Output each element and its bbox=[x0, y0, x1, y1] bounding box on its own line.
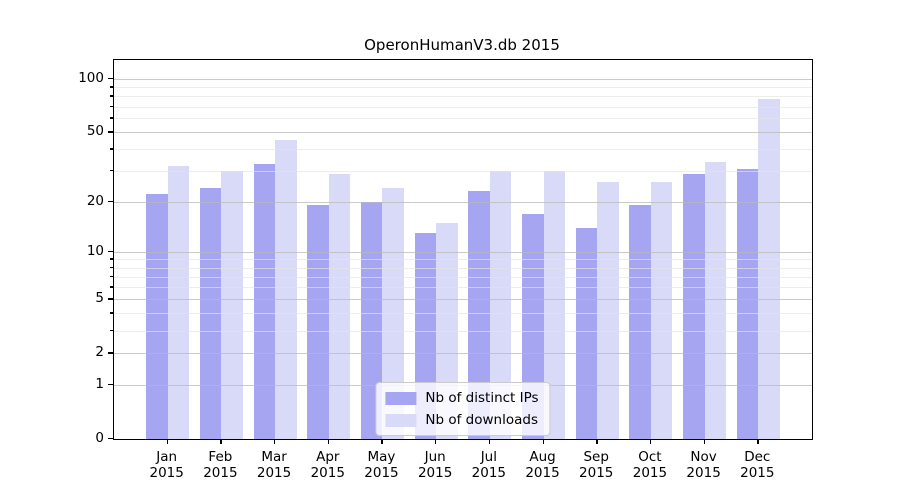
bar-oct-downloads bbox=[650, 181, 673, 439]
gridline-y-80 bbox=[114, 96, 812, 98]
y-axis-label-50: 50 bbox=[86, 123, 104, 140]
x-axis-label-jul: Jul 2015 bbox=[471, 449, 507, 481]
y-minor-tick-8 bbox=[110, 266, 113, 268]
gridline-y-70 bbox=[114, 106, 812, 108]
x-tick-feb bbox=[220, 439, 222, 444]
y-tick-20 bbox=[108, 200, 113, 202]
x-tick-dec bbox=[757, 439, 759, 444]
y-minor-tick-60 bbox=[110, 117, 113, 119]
y-axis-label-2: 2 bbox=[95, 344, 104, 361]
y-axis-label-10: 10 bbox=[86, 242, 104, 259]
x-axis-label-mar: Mar 2015 bbox=[256, 449, 292, 481]
bar-jan-downloads bbox=[167, 166, 190, 439]
legend: Nb of distinct IPs Nb of downloads bbox=[375, 382, 551, 436]
gridline-y-90 bbox=[114, 87, 812, 89]
bar-dec-distinct-ips bbox=[736, 168, 759, 439]
y-axis-label-20: 20 bbox=[86, 192, 104, 209]
bar-apr-downloads bbox=[328, 173, 351, 439]
y-minor-tick-3 bbox=[110, 329, 113, 332]
x-tick-mar bbox=[274, 439, 276, 444]
y-tick-2 bbox=[108, 352, 113, 354]
x-tick-aug bbox=[542, 439, 544, 444]
bar-mar-distinct-ips bbox=[253, 164, 276, 439]
x-tick-nov bbox=[703, 439, 705, 444]
bar-sep-downloads bbox=[597, 181, 619, 439]
gridline-y-5 bbox=[114, 299, 812, 301]
x-axis-label-jan: Jan 2015 bbox=[149, 449, 184, 481]
gridline-y-2 bbox=[114, 353, 812, 355]
legend-swatch-downloads bbox=[385, 413, 417, 427]
y-minor-tick-40 bbox=[110, 148, 113, 150]
x-tick-jun bbox=[435, 439, 437, 444]
y-minor-tick-4 bbox=[110, 312, 113, 314]
plot-area: Nb of distinct IPs Nb of downloads bbox=[113, 59, 813, 440]
bar-jul-downloads bbox=[489, 171, 512, 439]
legend-label-downloads: Nb of downloads bbox=[425, 412, 538, 428]
x-tick-may bbox=[381, 439, 383, 444]
y-axis-label-0: 0 bbox=[95, 430, 104, 446]
bar-nov-downloads bbox=[704, 161, 727, 439]
y-axis-label-100: 100 bbox=[78, 70, 104, 87]
x-axis-label-dec: Dec 2015 bbox=[740, 449, 775, 481]
y-tick-5 bbox=[108, 298, 113, 300]
bar-nov-distinct-ips bbox=[683, 173, 705, 439]
gridline-y-40 bbox=[114, 149, 812, 151]
x-tick-sep bbox=[596, 439, 598, 444]
x-axis-label-may: May 2015 bbox=[364, 449, 399, 481]
chart-title: OperonHumanV3.db 2015 bbox=[364, 36, 560, 54]
x-tick-apr bbox=[327, 439, 330, 444]
y-tick-100 bbox=[108, 78, 113, 80]
x-axis-label-nov: Nov 2015 bbox=[686, 449, 721, 481]
y-tick-10 bbox=[108, 250, 113, 253]
bar-jul-distinct-ips bbox=[468, 191, 490, 439]
gridline-y-50 bbox=[114, 132, 812, 134]
y-minor-tick-7 bbox=[110, 275, 113, 278]
y-minor-tick-9 bbox=[110, 258, 113, 260]
y-minor-tick-80 bbox=[110, 95, 113, 97]
y-minor-tick-90 bbox=[110, 86, 113, 88]
gridline-y-100 bbox=[114, 79, 812, 81]
y-minor-tick-70 bbox=[110, 105, 113, 107]
bar-apr-distinct-ips bbox=[307, 205, 329, 439]
x-axis-label-apr: Apr 2015 bbox=[310, 449, 345, 481]
x-tick-jan bbox=[166, 439, 168, 444]
bar-jan-distinct-ips bbox=[146, 194, 168, 439]
bar-sep-distinct-ips bbox=[575, 227, 598, 439]
gridline-y-9 bbox=[114, 259, 812, 261]
y-minor-tick-30 bbox=[110, 170, 113, 172]
y-axis-label-5: 5 bbox=[95, 290, 104, 307]
y-tick-0 bbox=[108, 438, 113, 440]
gridline-y-30 bbox=[114, 171, 812, 173]
legend-label-distinct-ips: Nb of distinct IPs bbox=[425, 390, 539, 406]
legend-item-distinct-ips: Nb of distinct IPs bbox=[385, 390, 539, 406]
bar-feb-downloads bbox=[221, 171, 243, 439]
gridline-y-3 bbox=[114, 330, 812, 332]
bar-mar-downloads bbox=[275, 140, 297, 439]
x-tick-oct bbox=[649, 439, 652, 444]
x-axis-label-feb: Feb 2015 bbox=[203, 449, 238, 481]
y-minor-tick-6 bbox=[110, 286, 113, 288]
y-tick-1 bbox=[108, 383, 113, 386]
gridline-y-20 bbox=[114, 201, 812, 203]
legend-item-downloads: Nb of downloads bbox=[385, 412, 538, 428]
y-axis-label-1: 1 bbox=[95, 375, 104, 392]
gridline-y-10 bbox=[114, 251, 812, 253]
bar-oct-distinct-ips bbox=[629, 205, 651, 439]
gridline-y-60 bbox=[114, 118, 812, 120]
bar-may-distinct-ips bbox=[360, 201, 383, 439]
gridline-y-7 bbox=[114, 276, 812, 278]
bar-aug-downloads bbox=[543, 171, 566, 439]
x-axis-label-sep: Sep 2015 bbox=[579, 449, 614, 481]
legend-swatch-distinct-ips bbox=[385, 391, 417, 405]
gridline-y-6 bbox=[114, 287, 812, 289]
gridline-y-4 bbox=[114, 313, 812, 315]
y-tick-50 bbox=[108, 131, 113, 133]
gridline-y-8 bbox=[114, 267, 812, 269]
x-tick-jul bbox=[488, 439, 491, 444]
x-axis-label-oct: Oct 2015 bbox=[632, 449, 668, 481]
x-axis-label-aug: Aug 2015 bbox=[525, 449, 560, 481]
x-axis-label-jun: Jun 2015 bbox=[417, 449, 453, 481]
